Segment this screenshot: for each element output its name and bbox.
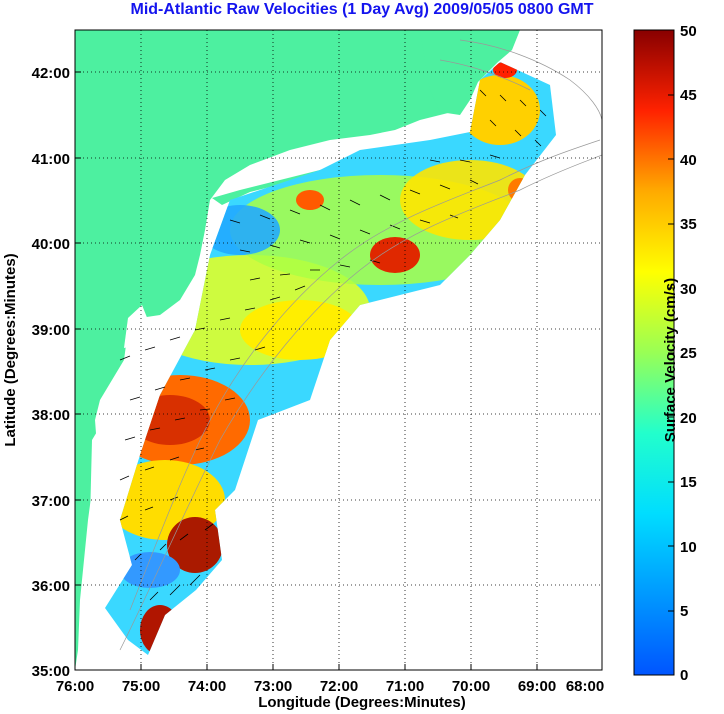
- chesapeake-bay: [90, 420, 108, 560]
- y-tick-label: 38:00: [32, 407, 70, 424]
- map-grid: [75, 30, 602, 670]
- y-axis-label: Latitude (Degrees:Minutes): [2, 253, 19, 447]
- velocity-vectors: [119, 89, 547, 601]
- y-tick-label: 36:00: [32, 578, 70, 595]
- x-tick-label: 73:00: [254, 678, 292, 695]
- cape-cod-land: [420, 30, 520, 115]
- colorbar-tick-label: 25: [680, 345, 697, 362]
- map-tick-marks: [75, 71, 538, 670]
- y-tick-label: 37:00: [32, 493, 70, 510]
- x-tick-label: 71:00: [386, 678, 424, 695]
- colorbar-tick-label: 45: [680, 87, 697, 104]
- x-axis-label: Longitude (Degrees:Minutes): [258, 694, 466, 711]
- land-mass: [75, 30, 460, 670]
- colorbar-tick-label: 20: [680, 410, 697, 427]
- colorbar-tick-label: 15: [680, 474, 697, 491]
- y-tick-label: 42:00: [32, 65, 70, 82]
- colorbar-tick-label: 35: [680, 216, 697, 233]
- x-tick-label: 68:00: [566, 678, 604, 695]
- bathymetry-contours: [119, 39, 602, 651]
- x-tick-label: 72:00: [320, 678, 358, 695]
- x-tick-label: 69:00: [518, 678, 556, 695]
- x-tick-label: 74:00: [188, 678, 226, 695]
- colorbar-tick-label: 30: [680, 281, 697, 298]
- colorbar-label: Surface Velocity (cm/s): [662, 277, 679, 443]
- y-tick-label: 41:00: [32, 151, 70, 168]
- x-tick-label: 76:00: [56, 678, 94, 695]
- colorbar: [633, 29, 675, 676]
- colorbar-tick-label: 10: [680, 539, 697, 556]
- x-tick-label: 70:00: [452, 678, 490, 695]
- y-tick-label: 40:00: [32, 236, 70, 253]
- colorbar-tick-label: 50: [680, 23, 697, 40]
- x-tick-label: 75:00: [122, 678, 160, 695]
- colorbar-tick-label: 0: [680, 667, 688, 684]
- colorbar-tick-label: 5: [680, 603, 688, 620]
- delaware-bay: [124, 305, 150, 348]
- y-tick-label: 35:00: [32, 663, 70, 680]
- colorbar-tick-label: 40: [680, 152, 697, 169]
- map-title: Mid-Atlantic Raw Velocities (1 Day Avg) …: [130, 1, 594, 18]
- y-tick-label: 39:00: [32, 322, 70, 339]
